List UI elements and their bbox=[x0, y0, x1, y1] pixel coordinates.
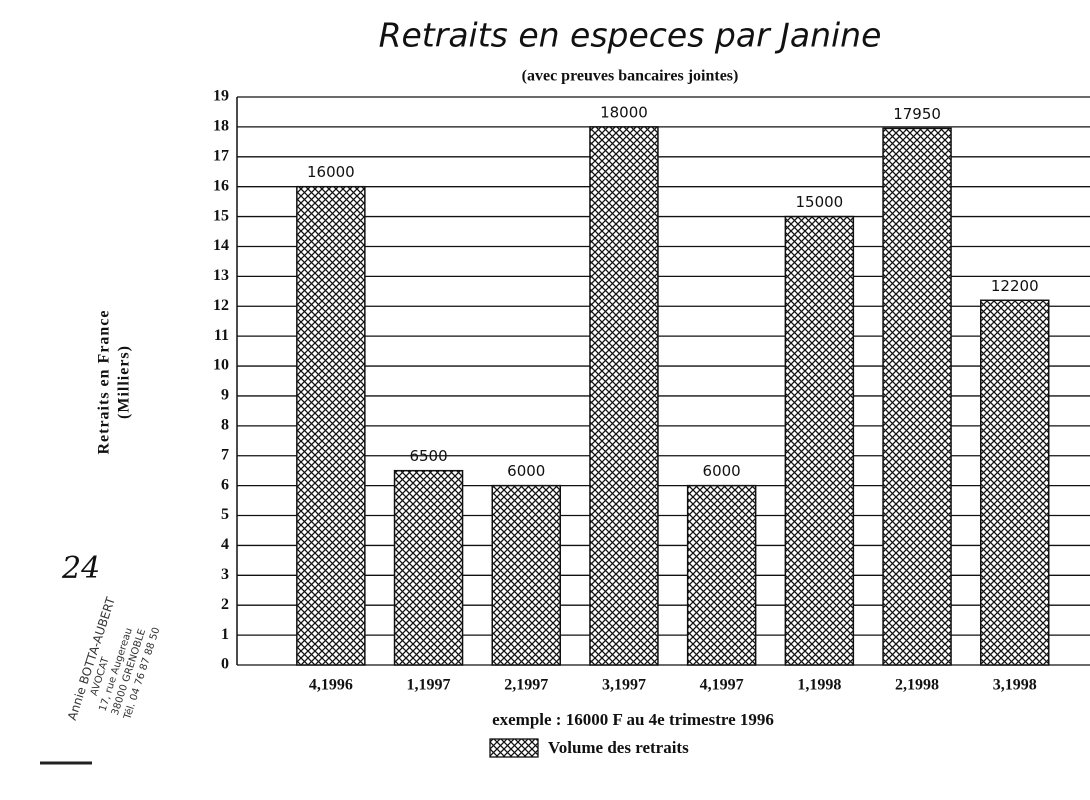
data-label: 6000 bbox=[507, 462, 545, 480]
data-label: 15000 bbox=[795, 193, 843, 211]
data-label: 17950 bbox=[893, 105, 941, 123]
data-label: 18000 bbox=[600, 103, 648, 121]
x-tick-label: 2,1998 bbox=[895, 677, 939, 694]
handwriting: 24 bbox=[61, 551, 100, 586]
y-tick-label: 1 bbox=[221, 626, 229, 643]
bar bbox=[980, 299, 1050, 666]
y-tick-label: 2 bbox=[221, 596, 229, 613]
bar bbox=[393, 469, 464, 666]
y-tick-label: 13 bbox=[213, 267, 229, 284]
y-tick-label: 4 bbox=[221, 536, 229, 553]
data-label: 6500 bbox=[409, 447, 447, 465]
y-tick-label: 11 bbox=[214, 327, 229, 344]
data-label: 6000 bbox=[703, 462, 741, 480]
y-axis-label: (Milliers) bbox=[116, 345, 133, 419]
legend-swatch bbox=[489, 738, 539, 758]
y-tick-label: 16 bbox=[213, 177, 229, 194]
y-tick-label: 19 bbox=[213, 88, 229, 105]
bar bbox=[491, 484, 561, 666]
y-axis-label: Retraits en France bbox=[96, 309, 113, 454]
y-tick-label: 9 bbox=[221, 387, 229, 404]
bar bbox=[296, 185, 366, 666]
x-tick-label: 2,1997 bbox=[504, 677, 548, 694]
y-tick-label: 6 bbox=[221, 476, 229, 493]
x-tick-label: 3,1998 bbox=[993, 677, 1037, 694]
y-tick-label: 17 bbox=[213, 147, 229, 164]
data-label: 12200 bbox=[991, 277, 1039, 295]
y-tick-label: 12 bbox=[213, 297, 229, 314]
bar bbox=[784, 215, 855, 666]
bar bbox=[686, 484, 757, 666]
x-tick-label: 1,1997 bbox=[407, 677, 451, 694]
y-tick-label: 7 bbox=[221, 446, 229, 463]
legend-label: Volume des retraits bbox=[548, 738, 689, 757]
y-tick-label: 10 bbox=[213, 357, 229, 374]
bar bbox=[882, 127, 952, 666]
x-tick-label: 4,1997 bbox=[700, 677, 744, 694]
footnote: exemple : 16000 F au 4e trimestre 1996 bbox=[492, 710, 774, 729]
chart-subtitle: (avec preuves bancaires jointes) bbox=[522, 68, 739, 85]
bar bbox=[589, 126, 659, 666]
y-tick-label: 5 bbox=[221, 506, 229, 523]
data-label: 16000 bbox=[307, 163, 355, 181]
y-tick-label: 8 bbox=[221, 417, 229, 434]
y-tick-label: 15 bbox=[213, 207, 229, 224]
x-tick-label: 3,1997 bbox=[602, 677, 646, 694]
chart-title: Retraits en especes par Janine bbox=[379, 16, 882, 55]
y-tick-label: 0 bbox=[221, 656, 229, 673]
y-tick-label: 14 bbox=[213, 237, 229, 254]
y-tick-label: 3 bbox=[221, 566, 229, 583]
x-tick-label: 1,1998 bbox=[797, 677, 841, 694]
y-tick-label: 18 bbox=[213, 118, 229, 135]
x-tick-label: 4,1996 bbox=[309, 677, 353, 694]
stamp: Annie BOTTA-AUBERT AVOCAT 17, rue Augere… bbox=[65, 595, 163, 722]
